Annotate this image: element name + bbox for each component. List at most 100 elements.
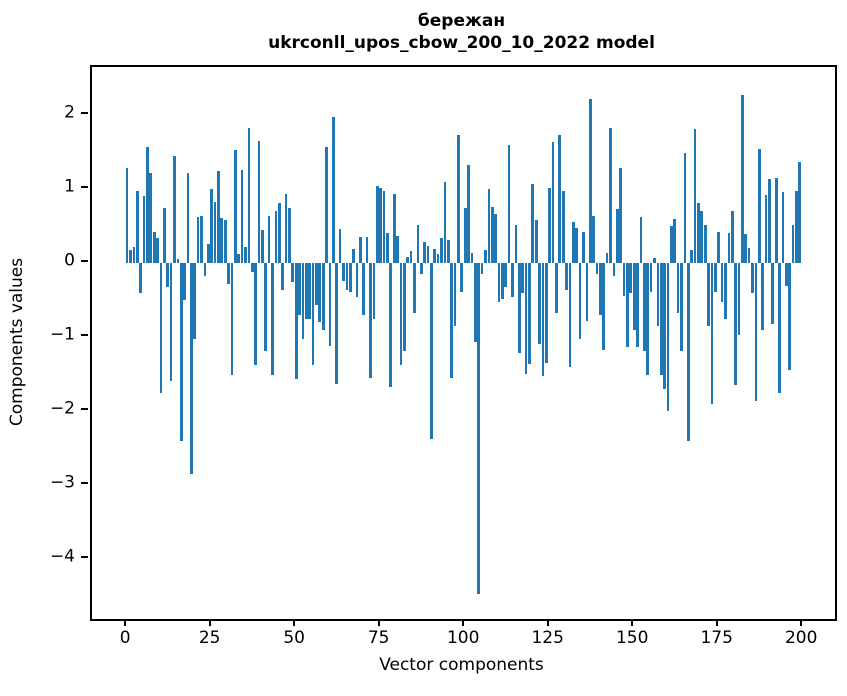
y-tick-label--2: −2: [49, 398, 75, 419]
bar-component-87: [419, 263, 423, 275]
bar-component-107: [487, 189, 491, 264]
bar-component-184: [747, 248, 751, 264]
bar-component-160: [666, 263, 670, 412]
bar-component-114: [511, 263, 514, 298]
bar-component-48: [288, 207, 291, 264]
bar-component-16: [179, 263, 183, 441]
bar-component-6: [146, 146, 149, 264]
y-tick--2: [81, 408, 88, 411]
bar-component-159: [663, 263, 666, 389]
bar-component-199: [798, 161, 802, 264]
bar-component-27: [217, 171, 220, 264]
bar-component-75: [379, 188, 383, 264]
bar-component-166: [686, 263, 690, 441]
bar-component-90: [430, 263, 433, 440]
y-axis-label: Components values: [7, 257, 27, 427]
bar-component-93: [440, 237, 443, 264]
bar-component-37: [250, 263, 254, 272]
bar-component-21: [196, 217, 200, 264]
bar-component-49: [291, 263, 295, 283]
bar-component-137: [588, 98, 592, 264]
bar-component-153: [643, 263, 646, 352]
bar-component-70: [362, 263, 366, 315]
bar-component-32: [233, 149, 237, 264]
bar-component-168: [693, 129, 697, 264]
bar-component-92: [436, 254, 440, 264]
x-tick-50: [293, 619, 296, 626]
y-tick-0: [81, 260, 88, 263]
bar-component-41: [264, 263, 268, 352]
bar-component-180: [734, 263, 737, 386]
bar-component-123: [541, 263, 545, 377]
bar-component-15: [176, 259, 180, 264]
bar-component-111: [501, 263, 504, 300]
bar-component-126: [551, 141, 555, 264]
bar-component-74: [375, 186, 379, 264]
bar-component-169: [697, 203, 700, 264]
bar-component-17: [183, 263, 186, 301]
bar-component-197: [791, 224, 795, 264]
y-tick-label-0: 0: [64, 250, 75, 271]
bar-component-171: [703, 224, 707, 264]
bar-component-100: [463, 207, 467, 264]
bar-component-52: [301, 263, 305, 339]
bar-component-156: [653, 257, 656, 264]
chart-title: бережан ukrconll_upos_cbow_200_10_2022 m…: [90, 10, 833, 54]
x-tick-25: [208, 619, 211, 626]
bar-component-26: [213, 201, 217, 264]
bar-component-76: [382, 191, 386, 264]
bar-component-174: [713, 263, 717, 292]
bar-component-65: [345, 263, 349, 290]
bar-component-44: [274, 211, 278, 264]
bar-component-138: [592, 216, 595, 264]
bar-component-47: [284, 193, 288, 264]
bar-component-143: [609, 127, 612, 264]
bar-component-191: [771, 263, 775, 325]
bar-component-38: [254, 263, 257, 366]
y-tick-2: [81, 112, 88, 115]
bar-component-155: [649, 263, 653, 292]
bar-component-133: [575, 228, 579, 264]
bar-component-120: [531, 183, 535, 264]
bar-component-98: [457, 135, 460, 264]
bar-component-186: [754, 263, 758, 402]
bar-component-78: [389, 263, 393, 388]
bar-component-54: [308, 263, 312, 319]
bar-component-60: [328, 263, 332, 346]
bar-component-110: [497, 263, 501, 303]
bar-component-142: [605, 253, 609, 264]
bar-component-9: [156, 237, 159, 264]
bar-component-132: [572, 221, 575, 264]
bar-component-43: [271, 263, 274, 375]
bar-component-89: [426, 246, 430, 264]
bar-component-161: [670, 226, 673, 264]
y-tick-1: [81, 186, 88, 189]
bar-component-0: [125, 168, 129, 264]
bar-component-63: [338, 229, 342, 264]
bar-component-22: [200, 216, 203, 264]
bar-component-14: [173, 155, 176, 264]
bar-component-173: [710, 263, 714, 404]
bar-component-135: [582, 232, 585, 264]
bar-component-59: [325, 146, 328, 264]
bar-component-61: [332, 117, 335, 264]
bar-component-183: [744, 234, 748, 264]
bar-component-157: [656, 263, 660, 326]
bar-component-164: [680, 263, 683, 352]
bar-component-30: [227, 263, 230, 284]
bar-component-162: [673, 218, 677, 264]
bar-component-13: [169, 263, 173, 382]
bar-component-102: [470, 253, 474, 264]
bar-component-64: [342, 263, 345, 281]
bar-component-103: [473, 263, 477, 343]
bar-component-7: [149, 172, 153, 264]
bar-component-28: [220, 217, 224, 264]
bar-component-113: [507, 145, 511, 264]
bar-component-112: [504, 263, 508, 287]
bar-component-29: [223, 220, 227, 264]
bar-component-151: [636, 263, 639, 348]
x-tick-175: [715, 619, 718, 626]
bar-component-62: [335, 263, 339, 384]
bar-component-144: [612, 263, 616, 276]
bar-component-170: [700, 210, 704, 264]
